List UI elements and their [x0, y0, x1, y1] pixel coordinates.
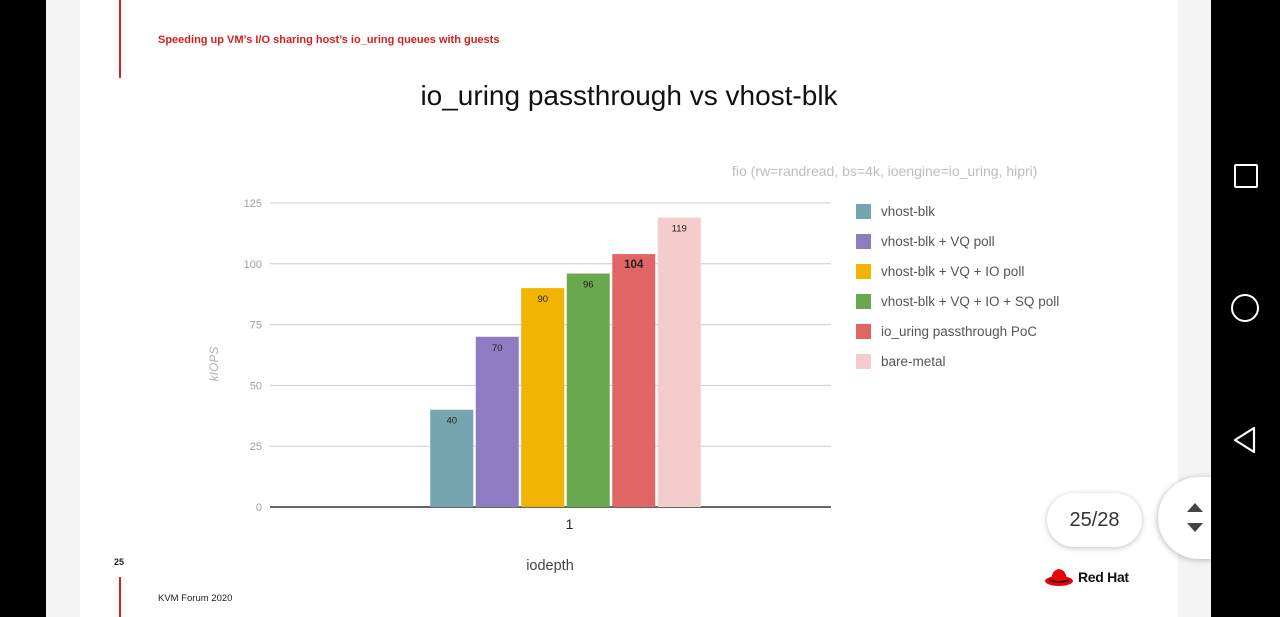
bar — [612, 254, 656, 507]
y-tick-label: 0 — [256, 502, 262, 514]
legend-swatch — [856, 203, 871, 219]
scroll-down-icon[interactable] — [1187, 523, 1203, 532]
bar — [657, 217, 701, 508]
redhat-logo: Red Hat — [1044, 566, 1129, 588]
redhat-hat-icon — [1045, 569, 1073, 586]
legend-swatch — [856, 233, 871, 249]
bar-data-label: 40 — [446, 416, 457, 427]
chart-subtitle: fio (rw=randread, bs=4k, ioengine=io_uri… — [732, 163, 1038, 179]
bar-data-label: 104 — [624, 259, 644, 271]
y-axis-label: kIOPS — [207, 347, 221, 382]
legend-label: vhost-blk + VQ + IO + SQ poll — [881, 293, 1060, 309]
scroll-up-icon[interactable] — [1187, 503, 1203, 512]
chart-title: io_uring passthrough vs vhost-blk — [420, 80, 838, 111]
bar — [475, 336, 519, 507]
legend-label: io_uring passthrough PoC — [881, 323, 1038, 339]
slide-number: 25 — [114, 557, 125, 567]
legend-label: vhost-blk + VQ poll — [881, 233, 995, 249]
accent-bar-bottom — [119, 577, 121, 617]
slide-footer: KVM Forum 2020 — [158, 593, 233, 604]
bar — [566, 273, 610, 507]
slide-kicker: Speeding up VM’s I/O sharing host’s io_u… — [158, 34, 500, 46]
legend-item: vhost-blk — [856, 196, 1059, 226]
back-triangle-icon[interactable] — [1232, 425, 1260, 455]
y-tick-label: 75 — [250, 320, 262, 332]
bar-data-label: 119 — [672, 224, 687, 235]
page-indicator[interactable]: 25/28 — [1047, 493, 1142, 547]
legend-item: io_uring passthrough PoC — [856, 316, 1059, 346]
chart-legend: vhost-blk vhost-blk + VQ poll vhost-blk + … — [856, 196, 1059, 376]
page-indicator-label: 25/28 — [1069, 508, 1120, 531]
circle-icon[interactable] — [1231, 294, 1259, 322]
y-tick-label: 100 — [244, 259, 262, 271]
legend-label: vhost-blk + VQ + IO poll — [881, 263, 1025, 279]
legend-swatch — [856, 293, 871, 309]
left-gutter — [46, 0, 80, 617]
accent-bar-top — [119, 0, 121, 78]
legend-swatch — [856, 263, 871, 279]
square-icon[interactable] — [1234, 164, 1258, 188]
logo-text: Red Hat — [1078, 569, 1129, 585]
legend-item: bare-metal — [856, 346, 1059, 376]
legend-swatch — [856, 353, 871, 369]
legend-swatch — [856, 323, 871, 339]
legend-label: bare-metal — [881, 353, 946, 369]
x-axis-label: iodepth — [526, 558, 574, 574]
y-tick-label: 25 — [250, 441, 262, 453]
legend-item: vhost-blk + VQ + IO + SQ poll — [856, 286, 1059, 316]
bar-data-label: 70 — [492, 343, 503, 354]
legend-item: vhost-blk + VQ + IO poll — [856, 256, 1059, 286]
y-tick-label: 125 — [244, 198, 262, 210]
legend-label: vhost-blk — [881, 203, 936, 219]
y-tick-label: 50 — [250, 380, 262, 392]
bar-data-label: 90 — [537, 294, 548, 305]
legend-item: vhost-blk + VQ poll — [856, 226, 1059, 256]
bar — [521, 288, 565, 507]
bar-data-label: 96 — [583, 280, 594, 291]
x-tick-label: 1 — [566, 516, 574, 532]
bar — [430, 409, 474, 507]
